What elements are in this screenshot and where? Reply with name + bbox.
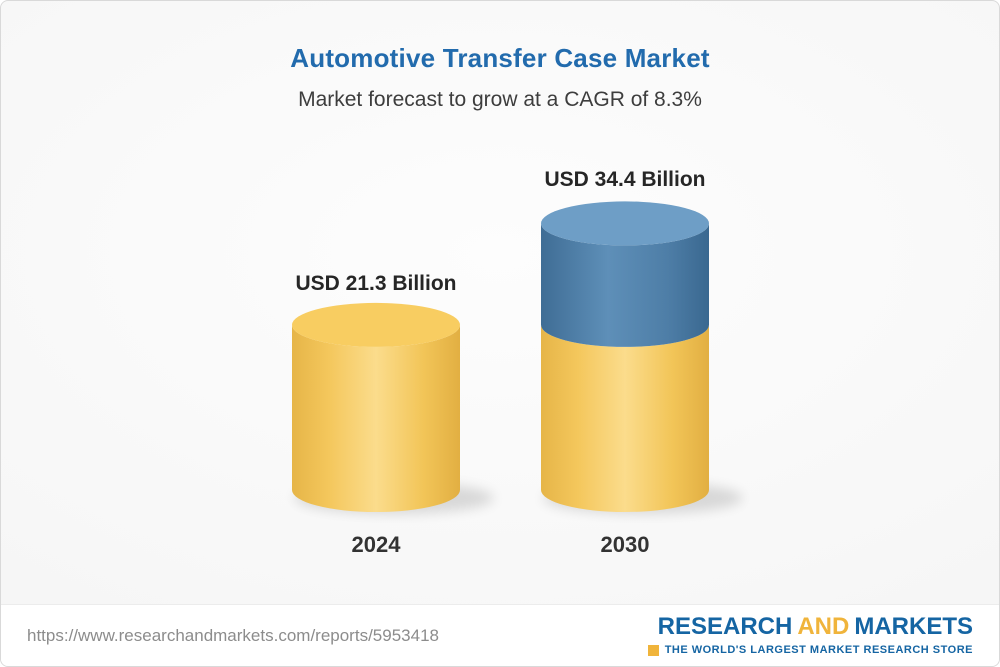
research-and-markets-logo[interactable]: RESEARCH AND MARKETS THE WORLD'S LARGEST M… [647, 615, 973, 656]
logo-wordmark: RESEARCH AND MARKETS [648, 615, 973, 639]
axis-label-2024: 2024 [351, 532, 401, 557]
logo-word-and: AND [797, 613, 850, 640]
logo-tagline: THE WORLD'S LARGEST MARKET RESEARCH STOR… [647, 644, 973, 656]
chart-subtitle: Market forecast to grow at a CAGR of 8.3… [298, 88, 702, 111]
report-url-link[interactable]: https://www.researchandmarkets.com/repor… [27, 625, 439, 645]
value-label-2030: USD 34.4 Billion [544, 168, 706, 191]
logo-tagline-text: THE WORLD'S LARGEST MARKET RESEARCH STOR… [664, 644, 973, 656]
value-label-2024: USD 21.3 Billion [295, 272, 457, 295]
chart-title: Automotive Transfer Case Market [290, 43, 710, 73]
logo-word-research: RESEARCH [657, 613, 793, 640]
axis-label-2030: 2030 [600, 532, 650, 557]
footer-bar: https://www.researchandmarkets.com/repor… [1, 604, 999, 666]
logo-gold-square-icon [647, 644, 659, 656]
logo-word-markets: MARKETS [854, 613, 973, 640]
